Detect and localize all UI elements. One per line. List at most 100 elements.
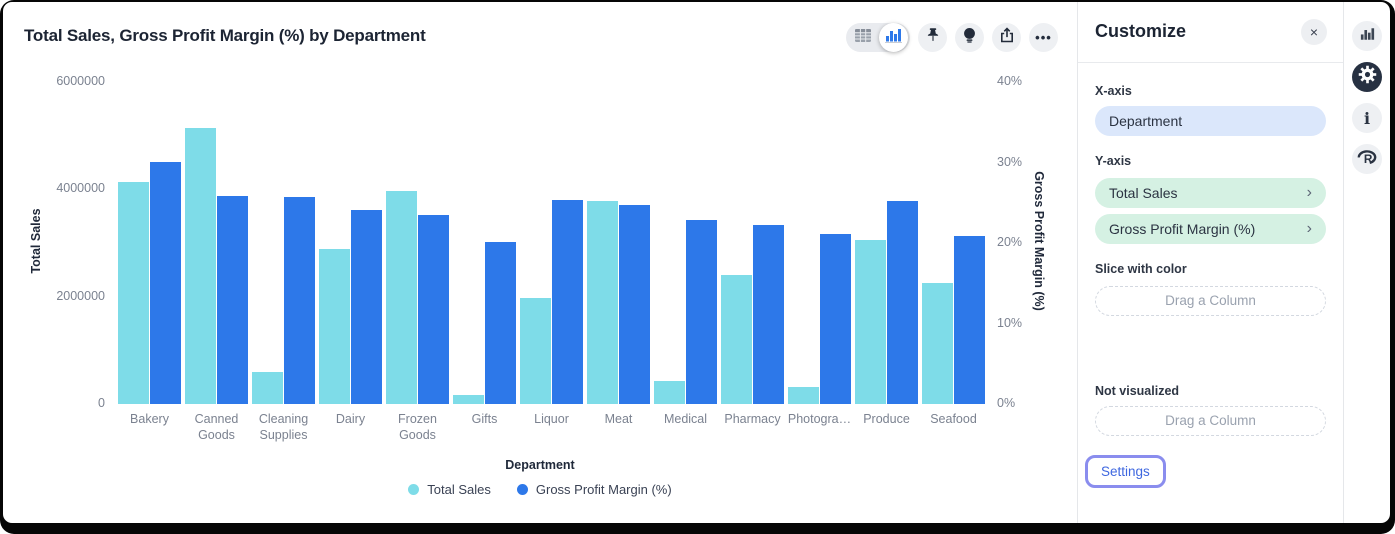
right-y-tick-label: 20%	[997, 235, 1023, 249]
bar-group	[116, 82, 183, 404]
plot-area	[116, 82, 987, 404]
right-y-tick-label: 0%	[997, 396, 1016, 410]
bar-gross-profit-margin[interactable]	[150, 162, 181, 404]
chevron-right-icon[interactable]: ›	[1306, 184, 1312, 201]
slice-with-color-dropzone[interactable]: Drag a Column	[1095, 286, 1326, 316]
ellipsis-icon: •••	[1035, 30, 1052, 45]
bar-gross-profit-margin[interactable]	[820, 234, 851, 404]
bar-gross-profit-margin[interactable]	[753, 225, 784, 404]
bar-gross-profit-margin[interactable]	[351, 210, 382, 404]
bar-group	[585, 82, 652, 404]
settings-button[interactable]: Settings	[1085, 455, 1166, 488]
view-toggle[interactable]	[846, 23, 910, 52]
right-y-tick-label: 30%	[997, 154, 1023, 169]
bar-gross-profit-margin[interactable]	[954, 236, 985, 404]
bar-total-sales[interactable]	[319, 249, 350, 404]
x-tick-label: Dairy	[335, 412, 366, 426]
chart-panel-button[interactable]	[1352, 21, 1382, 51]
info-panel-button[interactable]: i	[1352, 103, 1382, 133]
bar-chart-icon	[1360, 27, 1375, 46]
side-toolbar: i R	[1344, 2, 1390, 523]
chart-toolbar: •••	[846, 23, 1058, 52]
x-tick-label: Cleaning Supplies	[258, 412, 309, 442]
legend-item[interactable]: Gross Profit Margin (%)	[516, 482, 672, 497]
chart-view-button[interactable]	[879, 23, 908, 52]
x-axis-title: Department	[505, 458, 575, 472]
close-button[interactable]: ×	[1301, 19, 1327, 45]
bar-group	[317, 82, 384, 404]
bar-chart-icon	[885, 28, 902, 48]
x-tick-label: Photogra…	[787, 412, 852, 426]
panel-header-divider	[1078, 62, 1343, 63]
customize-title: Customize	[1095, 21, 1187, 41]
x-tick-label: Meat	[604, 412, 633, 426]
right-y-tick-label: 10%	[997, 315, 1023, 330]
bar-total-sales[interactable]	[453, 395, 484, 404]
bar-total-sales[interactable]	[252, 372, 283, 404]
pin-button[interactable]	[918, 23, 947, 52]
x-tick-label: Pharmacy	[724, 412, 781, 426]
bar-total-sales[interactable]	[386, 191, 417, 404]
settings-panel-button[interactable]	[1352, 62, 1382, 92]
not-visualized-dropzone[interactable]: Drag a Column	[1095, 406, 1326, 436]
legend-item[interactable]: Total Sales	[408, 482, 491, 497]
r-language-button[interactable]: R	[1352, 144, 1382, 174]
x-tick-label: Produce	[863, 412, 910, 426]
y-axis-pill-gross-profit-margin[interactable]: › Gross Profit Margin (%)	[1095, 214, 1326, 244]
bar-gross-profit-margin[interactable]	[686, 220, 717, 404]
x-tick-label: Liquor	[534, 412, 569, 426]
bar-total-sales[interactable]	[118, 182, 149, 404]
pin-icon	[925, 27, 941, 48]
insights-button[interactable]	[955, 23, 984, 52]
left-axis-title: Total Sales	[29, 208, 43, 274]
bar-gross-profit-margin[interactable]	[552, 200, 583, 404]
more-button[interactable]: •••	[1029, 23, 1058, 52]
bar-total-sales[interactable]	[721, 275, 752, 404]
left-y-tick-label: 0	[98, 396, 105, 410]
bar-gross-profit-margin[interactable]	[217, 196, 248, 404]
bar-gross-profit-margin[interactable]	[887, 201, 918, 404]
not-visualized-label: Not visualized	[1095, 384, 1180, 398]
bar-total-sales[interactable]	[788, 387, 819, 404]
bar-group	[786, 82, 853, 404]
y-axis-section-label: Y-axis	[1095, 154, 1132, 168]
strip-divider	[1343, 2, 1344, 523]
right-y-tick-label: 40%	[997, 74, 1023, 88]
bar-gross-profit-margin[interactable]	[485, 242, 516, 404]
y-axis-pill-total-sales[interactable]: › Total Sales	[1095, 178, 1326, 208]
legend-label: Gross Profit Margin (%)	[535, 482, 672, 497]
bar-group	[920, 82, 987, 404]
bar-gross-profit-margin[interactable]	[418, 215, 449, 404]
bar-total-sales[interactable]	[587, 201, 618, 404]
chart-title: Total Sales, Gross Profit Margin (%) by …	[24, 26, 426, 45]
lightbulb-icon	[962, 27, 977, 49]
table-view-button[interactable]	[846, 28, 879, 47]
x-axis-section-label: X-axis	[1095, 84, 1132, 98]
bar-group	[451, 82, 518, 404]
close-icon: ×	[1309, 24, 1319, 40]
legend-dot-icon	[408, 484, 420, 495]
bar-gross-profit-margin[interactable]	[619, 205, 650, 404]
slice-with-color-label: Slice with color	[1095, 262, 1187, 276]
bar-group	[853, 82, 920, 404]
legend-dot-icon	[516, 484, 528, 495]
bar-group	[183, 82, 250, 404]
x-tick-label: Frozen Goods	[398, 412, 437, 442]
share-button[interactable]	[992, 23, 1021, 52]
bar-total-sales[interactable]	[520, 298, 551, 404]
left-y-tick-label: 2000000	[56, 288, 105, 303]
chart-legend: Total Sales Gross Profit Margin (%)	[3, 482, 1077, 497]
bar-gross-profit-margin[interactable]	[284, 197, 315, 404]
bar-total-sales[interactable]	[855, 240, 886, 404]
legend-label: Total Sales	[427, 482, 491, 497]
x-axis-pill-department[interactable]: Department	[1095, 106, 1326, 136]
r-logo-icon: R	[1357, 148, 1377, 170]
bar-total-sales[interactable]	[654, 381, 685, 404]
panel-divider	[1077, 2, 1078, 523]
bar-total-sales[interactable]	[185, 128, 216, 404]
bar-group	[719, 82, 786, 404]
bar-group	[384, 82, 451, 404]
chevron-right-icon[interactable]: ›	[1306, 220, 1312, 237]
bar-total-sales[interactable]	[922, 283, 953, 404]
